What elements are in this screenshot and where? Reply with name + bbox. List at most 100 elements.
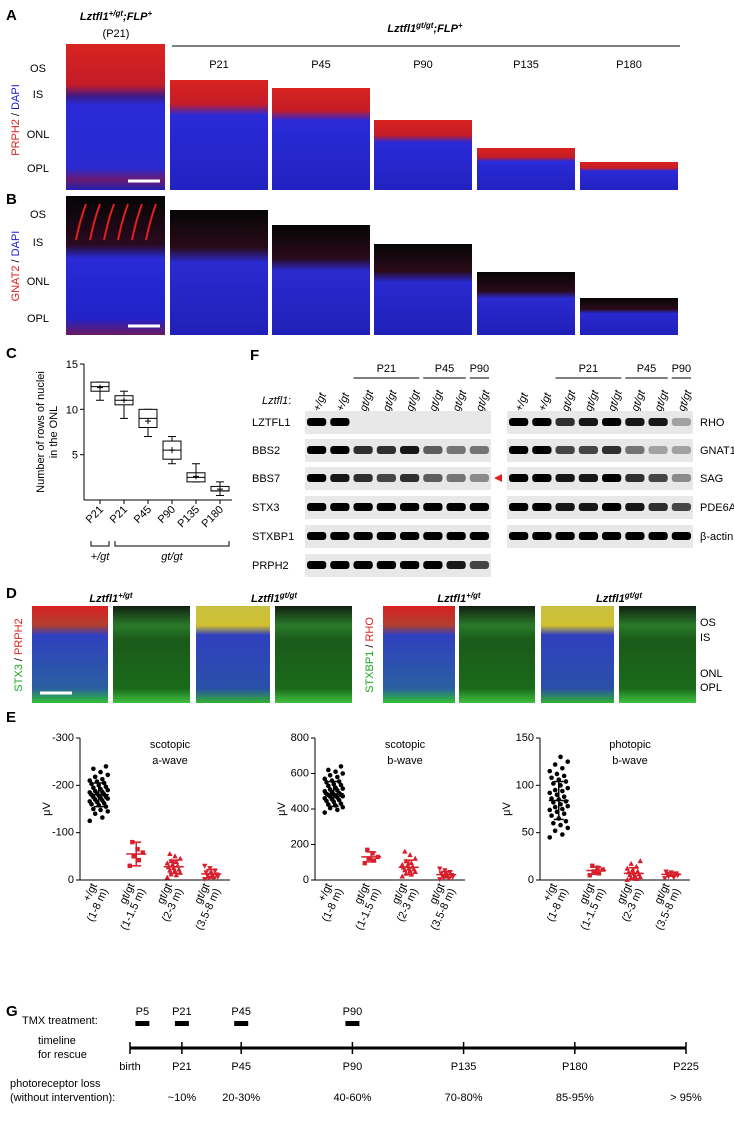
- point: [336, 779, 342, 784]
- band: [330, 418, 350, 426]
- y-tick-label: 0: [528, 874, 534, 886]
- protein-label: RHO: [700, 417, 725, 429]
- point: [624, 877, 630, 882]
- loss-value: 20-30%: [222, 1092, 260, 1104]
- protein-label: PRPH2: [252, 560, 289, 572]
- point: [554, 771, 560, 777]
- treatment-bar: [135, 1021, 150, 1026]
- timeline-tick-label: P225: [673, 1061, 699, 1073]
- mean-marker: [169, 447, 175, 454]
- point: [172, 853, 178, 859]
- micrograph: [374, 120, 472, 190]
- lane-label: gt/gt: [404, 388, 423, 413]
- lane-label: gt/gt: [676, 388, 695, 413]
- loss-label: (without intervention):: [10, 1092, 115, 1104]
- band: [446, 561, 466, 569]
- band: [671, 446, 691, 454]
- band: [671, 474, 691, 482]
- header: Lztfl1+/gt;FLP+: [80, 9, 153, 24]
- point: [131, 854, 136, 859]
- point: [207, 866, 213, 872]
- micrograph: [541, 606, 614, 703]
- band: [376, 532, 396, 540]
- point: [340, 771, 346, 776]
- point: [408, 860, 415, 866]
- micrograph: [113, 606, 190, 703]
- lane-label: +/gt: [513, 391, 531, 414]
- band: [423, 532, 443, 540]
- point: [565, 759, 571, 764]
- panel-label: B: [6, 191, 17, 208]
- blot-strip: [507, 467, 693, 490]
- header: Lztfl1gt/gt;FLP+: [387, 21, 463, 36]
- micrograph: [619, 606, 696, 703]
- band: [625, 503, 645, 511]
- point: [326, 783, 331, 789]
- band: [578, 532, 598, 540]
- point: [127, 863, 132, 868]
- band: [532, 503, 552, 511]
- x-tick-label: P21: [84, 504, 106, 526]
- stain-label-part: DAPI: [10, 84, 22, 110]
- mean-marker: [145, 418, 151, 425]
- point: [340, 786, 346, 791]
- stain-label-part: DAPI: [10, 231, 22, 257]
- band: [307, 561, 327, 569]
- lane-label: gt/gt: [381, 388, 400, 413]
- point: [411, 866, 417, 872]
- point: [399, 873, 405, 879]
- genotype-label-part: :: [288, 395, 291, 407]
- micrograph: [580, 298, 678, 335]
- band: [469, 474, 489, 482]
- micrograph: [170, 210, 268, 335]
- header: Lztfl1+/gt: [89, 591, 133, 606]
- y-tick-label: 200: [291, 839, 309, 851]
- loss-label: photoreceptor loss: [10, 1078, 101, 1090]
- point: [135, 847, 140, 852]
- micrograph: [477, 148, 575, 190]
- header-part: +/gt: [466, 591, 481, 600]
- layer-label: OPL: [27, 163, 49, 175]
- point: [558, 822, 563, 828]
- stain-label-part: STXBP1: [364, 651, 376, 693]
- timeline-tick-label: P21: [172, 1061, 192, 1073]
- protein-label: PDE6A: [700, 502, 734, 514]
- header-part: Lztfl1: [596, 593, 625, 605]
- layer-label: OS: [30, 209, 46, 221]
- band: [578, 503, 598, 511]
- timeline-tick-label: birth: [119, 1061, 140, 1073]
- micrograph: [66, 196, 165, 335]
- point: [324, 780, 329, 785]
- cone-stain: [145, 203, 157, 241]
- point: [92, 774, 98, 780]
- band: [509, 446, 529, 454]
- x-tick-label: P45: [132, 504, 154, 526]
- band: [469, 446, 489, 454]
- stain-label-part: PRPH2: [13, 618, 25, 655]
- point: [565, 825, 571, 831]
- point: [624, 865, 630, 871]
- band: [353, 561, 373, 569]
- point: [547, 835, 553, 840]
- header: Lztfl1+/gt: [437, 591, 481, 606]
- band: [400, 446, 420, 454]
- band: [602, 474, 622, 482]
- point: [437, 877, 443, 883]
- lane-label: gt/gt: [606, 388, 625, 413]
- point: [561, 811, 567, 817]
- micrograph: [275, 606, 352, 703]
- micrograph: [580, 162, 678, 190]
- y-tick-label: 5: [72, 450, 78, 462]
- band: [330, 532, 350, 540]
- point: [173, 872, 180, 878]
- y-tick-label: 50: [522, 827, 534, 839]
- point: [547, 768, 553, 774]
- blot-strip: [507, 496, 693, 519]
- blot-strip: [305, 554, 491, 577]
- y-tick-label: 600: [291, 768, 309, 780]
- panel-label: G: [6, 1003, 18, 1020]
- point: [565, 803, 571, 809]
- header-part: +: [147, 9, 152, 18]
- point: [203, 870, 209, 876]
- band: [353, 474, 373, 482]
